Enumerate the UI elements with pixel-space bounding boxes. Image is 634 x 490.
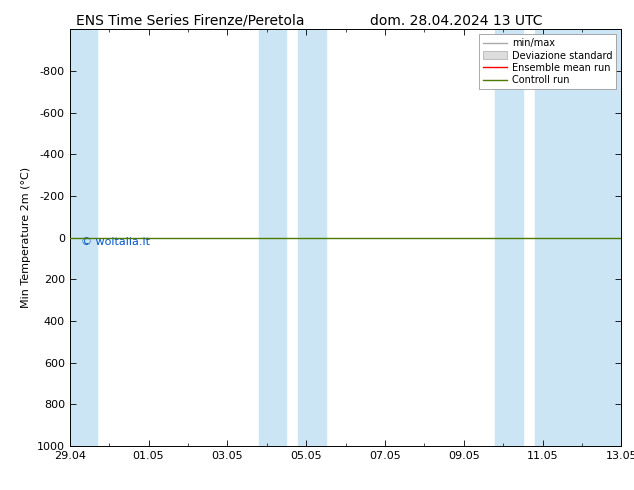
Bar <box>534 29 621 446</box>
Text: dom. 28.04.2024 13 UTC: dom. 28.04.2024 13 UTC <box>370 14 543 28</box>
Text: © woitalia.it: © woitalia.it <box>81 237 150 247</box>
Bar <box>298 29 326 446</box>
Y-axis label: Min Temperature 2m (°C): Min Temperature 2m (°C) <box>22 167 31 308</box>
Legend: min/max, Deviazione standard, Ensemble mean run, Controll run: min/max, Deviazione standard, Ensemble m… <box>479 34 616 89</box>
Text: ENS Time Series Firenze/Peretola: ENS Time Series Firenze/Peretola <box>76 14 304 28</box>
Bar <box>70 29 97 446</box>
Bar <box>495 29 523 446</box>
Bar <box>259 29 287 446</box>
